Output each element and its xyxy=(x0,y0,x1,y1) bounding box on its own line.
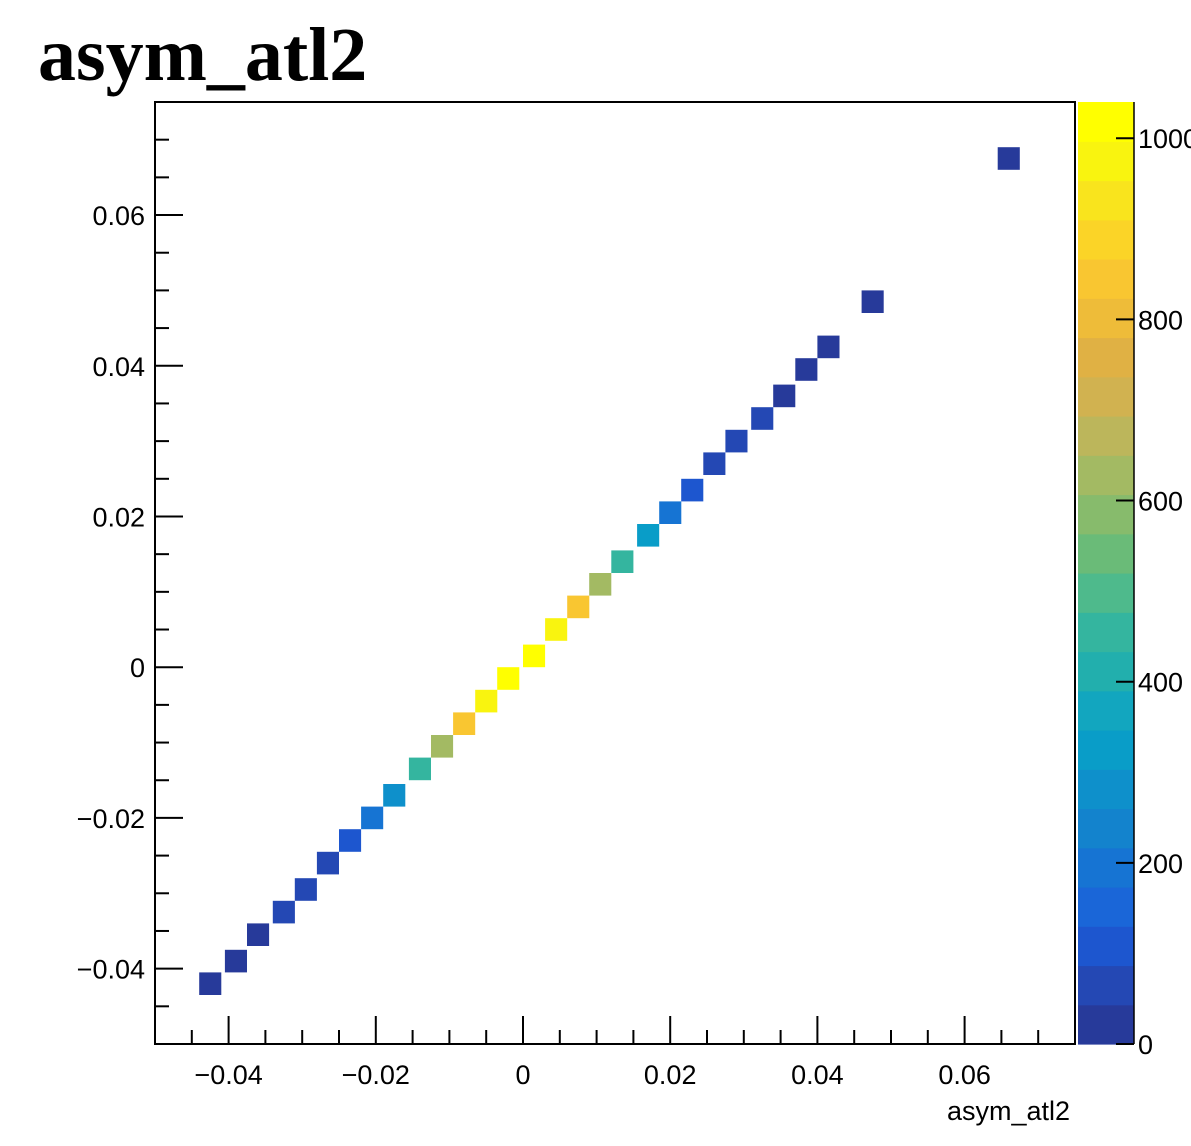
plot-frame xyxy=(154,101,1076,1045)
colorbar-segment-9 xyxy=(1078,651,1134,692)
colorbar-segment-19 xyxy=(1078,259,1134,299)
heatmap-cell-21 xyxy=(681,478,704,502)
heatmap-cell-11 xyxy=(453,712,476,735)
heatmap-cell-27 xyxy=(817,335,840,359)
colorbar-segment-8 xyxy=(1078,690,1134,731)
heatmap-cell-0 xyxy=(199,972,222,995)
y-tick-label-0: −0.04 xyxy=(77,955,145,985)
colorbar-tick-label-3: 600 xyxy=(1138,487,1183,517)
heatmap-cells xyxy=(199,147,1020,995)
colorbar-tick-label-0: 0 xyxy=(1138,1030,1153,1060)
colorbar-segment-22 xyxy=(1078,141,1134,182)
colorbar-segment-7 xyxy=(1078,730,1134,770)
heatmap-cell-4 xyxy=(294,878,317,901)
colorbar-segment-23 xyxy=(1078,102,1134,142)
colorbar-tick-label-1: 200 xyxy=(1138,849,1183,879)
colorbar-segment-21 xyxy=(1078,180,1134,221)
colorbar-segment-4 xyxy=(1078,847,1134,888)
y-axis: −0.04 −0.02 0 0.02 0.04 0.06 xyxy=(77,101,183,1008)
heatmap-cell-14 xyxy=(523,644,546,668)
heatmap-cell-5 xyxy=(316,851,339,875)
colorbar-segment-17 xyxy=(1078,337,1134,378)
x-tick-label-2: 0 xyxy=(515,1060,530,1090)
colorbar-segment-0 xyxy=(1078,1004,1134,1045)
colorbar-segment-15 xyxy=(1078,416,1134,456)
heatmap-cell-6 xyxy=(339,829,362,852)
colorbar-segment-2 xyxy=(1078,926,1134,967)
colorbar-segment-6 xyxy=(1078,769,1134,810)
colorbar-tick-label-2: 400 xyxy=(1138,668,1183,698)
heatmap-cell-7 xyxy=(361,806,384,830)
colorbar-segment-20 xyxy=(1078,219,1134,260)
colorbar-segment-11 xyxy=(1078,573,1134,613)
heatmap-cell-20 xyxy=(659,501,682,524)
heatmap-cell-9 xyxy=(408,757,431,781)
heatmap-cell-1 xyxy=(224,949,247,973)
heatmap-cell-15 xyxy=(545,618,568,641)
heatmap-cell-2 xyxy=(247,923,270,946)
heatmap-cell-10 xyxy=(431,735,454,758)
colorbar-segment-18 xyxy=(1078,298,1134,339)
heatmap-cell-17 xyxy=(589,573,612,596)
x-axis: −0.04 −0.02 0 0.02 0.04 0.06 xyxy=(190,1016,1076,1090)
heatmap-cell-19 xyxy=(637,524,660,547)
heatmap-cell-3 xyxy=(272,900,295,924)
x-tick-label-0: −0.04 xyxy=(194,1060,262,1090)
colorbar-segment-1 xyxy=(1078,965,1134,1006)
y-tick-label-4: 0.04 xyxy=(92,352,145,382)
y-tick-label-1: −0.02 xyxy=(77,804,145,834)
heatmap-cell-8 xyxy=(383,784,406,807)
colorbar-tick-label-4: 800 xyxy=(1138,305,1183,335)
x-tick-label-5: 0.06 xyxy=(938,1060,991,1090)
x-tick-label-1: −0.02 xyxy=(342,1060,410,1090)
colorbar-segment-12 xyxy=(1078,533,1134,574)
y-tick-label-3: 0.02 xyxy=(92,502,145,532)
colorbar-tick-label-5: 1000 xyxy=(1138,124,1191,154)
colorbar-segment-16 xyxy=(1078,376,1134,417)
colorbar-segment-10 xyxy=(1078,612,1134,653)
heatmap-cell-28 xyxy=(861,290,884,313)
heatmap-cell-23 xyxy=(725,429,748,453)
colorbar-segment-3 xyxy=(1078,887,1134,927)
heatmap-cell-24 xyxy=(751,407,774,430)
colorbar-segment-5 xyxy=(1078,808,1134,849)
heatmap-cell-18 xyxy=(611,550,634,573)
heatmap-cell-29 xyxy=(997,147,1020,170)
heatmap-cell-26 xyxy=(795,358,818,381)
colorbar-segment-14 xyxy=(1078,455,1134,496)
chart-title: asym_atl2 xyxy=(38,13,367,97)
x-tick-label-4: 0.04 xyxy=(791,1060,844,1090)
x-tick-label-3: 0.02 xyxy=(644,1060,697,1090)
colorbar: 0 200 400 600 800 1000 xyxy=(1078,102,1191,1060)
heatmap-cell-13 xyxy=(497,667,520,690)
x-axis-label: asym_atl2 xyxy=(947,1096,1070,1126)
heatmap-cell-22 xyxy=(703,452,726,475)
y-tick-label-2: 0 xyxy=(130,653,145,683)
heatmap-cell-12 xyxy=(475,689,498,713)
heatmap-cell-25 xyxy=(773,384,796,408)
heatmap-cell-16 xyxy=(567,595,590,619)
y-tick-label-5: 0.06 xyxy=(92,201,145,231)
